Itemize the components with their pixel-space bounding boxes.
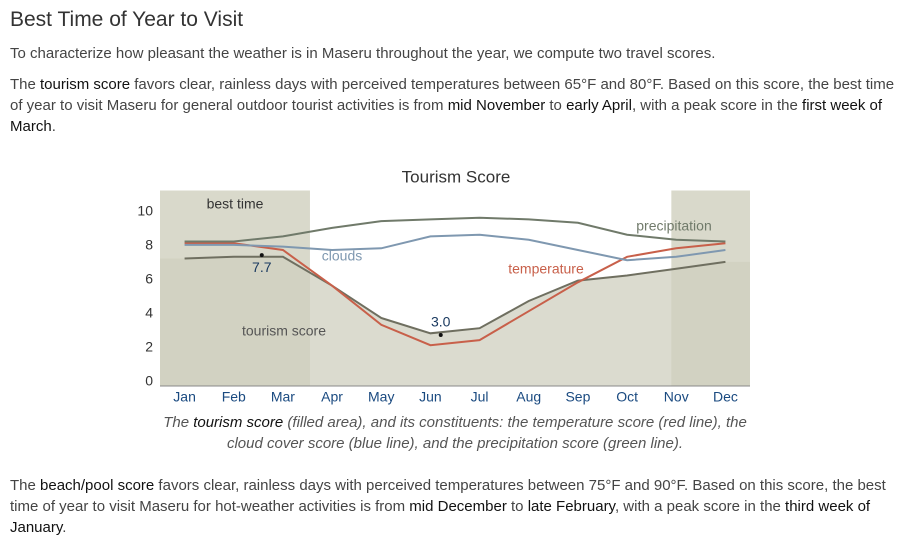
peak-label: 3.0 (431, 314, 451, 330)
y-tick-label: 6 (145, 271, 153, 287)
text: To characterize how pleasant the weather… (10, 45, 716, 62)
x-tick-label: Jul (471, 389, 489, 405)
caption-text: cloud cover score (blue line), and the p… (227, 435, 683, 452)
paragraph: The tourism score favors clear, rainless… (10, 74, 895, 137)
peak-label: 7.7 (252, 259, 272, 275)
x-tick-label: Mar (271, 389, 295, 405)
text: to (545, 97, 567, 114)
series-line (184, 233, 726, 262)
x-tick-label: Aug (516, 389, 541, 405)
paragraph: To characterize how pleasant the weather… (10, 43, 895, 64)
text: . (51, 118, 56, 135)
chart-title: Tourism Score (402, 167, 511, 186)
series-label: tourism score (242, 323, 326, 339)
paragraph: The beach/pool score favors clear, rainl… (10, 475, 895, 538)
text: , with a peak score in the (614, 498, 786, 515)
y-tick-label: 8 (145, 237, 153, 253)
highlight: mid November (447, 97, 546, 114)
highlight: late February (527, 498, 615, 515)
text: to (506, 498, 528, 515)
caption-text: (filled area), and its constituents: the… (283, 414, 747, 431)
series-label: precipitation (636, 218, 712, 234)
caption-text: The (163, 414, 193, 431)
y-tick-label: 10 (137, 203, 153, 219)
text: , with a peak score in the (631, 97, 803, 114)
y-tick-label: 2 (145, 339, 153, 355)
highlight: beach/pool score (40, 477, 155, 494)
series-line (184, 255, 726, 335)
x-tick-label: Sep (565, 389, 590, 405)
y-tick-label: 0 (145, 373, 153, 389)
text: favors clear, rainless days with perceiv… (10, 477, 886, 515)
x-tick-label: Apr (321, 389, 343, 405)
y-tick-label: 4 (145, 305, 153, 321)
caption-highlight: tourism score (193, 414, 283, 431)
series-label: temperature (508, 261, 584, 277)
best-time-label: best time (207, 196, 264, 212)
text: The (10, 477, 41, 494)
page-title: Best Time of Year to Visit (10, 8, 244, 31)
area (160, 256, 750, 386)
highlight: mid December (409, 498, 507, 515)
series-label: clouds (322, 248, 362, 264)
x-tick-label: Dec (713, 389, 738, 405)
peak-dot (259, 253, 264, 258)
chart: Tourism Score best time 0 2 4 6 8 10 Jan Feb Mar A… (137, 167, 750, 452)
series-line (184, 242, 726, 347)
peak-dot (438, 333, 443, 337)
highlight: tourism score (40, 76, 131, 93)
text: favors clear, rainless days with perceiv… (10, 76, 895, 114)
caption-line: The tourism score (filled area), and its… (163, 414, 747, 431)
highlight: first week of March (10, 97, 883, 135)
highlight: third week of January (10, 498, 871, 536)
x-tick-label: May (368, 389, 394, 405)
series-line (184, 216, 726, 243)
x-tick-label: Oct (616, 389, 638, 405)
caption-line: cloud cover score (blue line), and the p… (227, 435, 683, 452)
x-tick-label: Feb (222, 389, 246, 405)
text: The (10, 76, 41, 93)
x-tick-label: Nov (664, 389, 689, 405)
text: . (62, 519, 67, 536)
x-tick-label: Jan (173, 389, 196, 405)
x-tick-label: Jun (419, 389, 442, 405)
highlight: early April (566, 97, 632, 114)
